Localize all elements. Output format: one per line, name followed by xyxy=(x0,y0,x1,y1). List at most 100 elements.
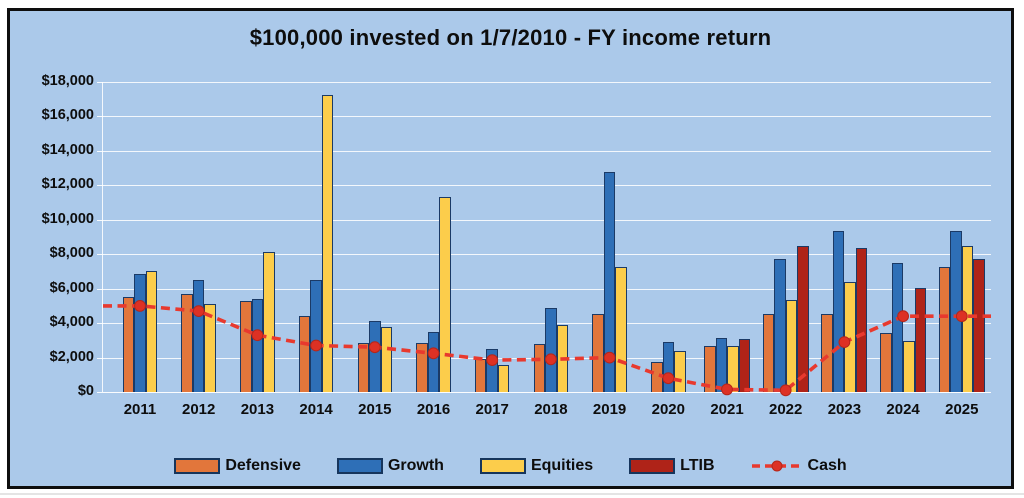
bar-ltib-2022 xyxy=(797,245,809,392)
y-axis-tick xyxy=(97,254,103,256)
bar-equities-2021 xyxy=(727,346,739,392)
bar-defensive-2022 xyxy=(762,313,775,392)
legend-item-growth: Growth xyxy=(336,457,444,475)
chart-title: $100,000 invested on 1/7/2010 - FY incom… xyxy=(249,25,772,50)
bar-defensive-2021 xyxy=(704,345,716,392)
bar-growth-2020 xyxy=(662,342,675,392)
legend-label-cash: Cash xyxy=(807,457,847,474)
gridline xyxy=(103,219,991,221)
bar-growth-2011 xyxy=(134,274,146,392)
bar-growth-2017 xyxy=(486,348,498,392)
gridline xyxy=(103,185,991,187)
x-axis-label: 2011 xyxy=(123,401,157,418)
legend-item-defensive: Defensive xyxy=(174,457,301,475)
cash-marker-2020 xyxy=(662,372,675,385)
y-axis-label: $16,000 xyxy=(41,107,94,124)
bar-growth-2024 xyxy=(891,262,904,392)
x-axis-label: 2020 xyxy=(651,401,685,418)
cash-marker-2024 xyxy=(897,310,909,323)
bar-ltib-2021 xyxy=(738,339,750,392)
bar-defensive-2015 xyxy=(357,342,370,392)
y-axis-label: $0 xyxy=(77,383,94,399)
y-axis-tick xyxy=(97,392,103,393)
y-axis-label: $12,000 xyxy=(41,176,94,193)
bar-ltib-2025 xyxy=(973,258,985,392)
cash-marker-2025 xyxy=(955,310,968,323)
legend-swatch-equities xyxy=(479,458,526,474)
legend-label-ltib: LTIB xyxy=(680,457,715,474)
y-axis-label: $14,000 xyxy=(41,141,94,158)
cash-marker-2013 xyxy=(251,329,264,342)
x-axis-label: 2012 xyxy=(182,401,216,418)
cash-marker-2018 xyxy=(545,353,557,366)
x-axis-label: 2022 xyxy=(769,401,803,418)
bar-defensive-2011 xyxy=(122,297,135,392)
cash-marker-2021 xyxy=(721,383,733,396)
legend-item-ltib: LTIB xyxy=(629,457,715,475)
y-axis-tick xyxy=(97,82,103,83)
bar-equities-2022 xyxy=(785,299,798,392)
bar-equities-2013 xyxy=(263,251,275,392)
cash-marker-2015 xyxy=(368,341,381,354)
x-axis-label: 2014 xyxy=(299,401,333,418)
x-axis-label: 2016 xyxy=(416,401,451,418)
gridline xyxy=(103,150,991,152)
gridline xyxy=(103,254,991,256)
bar-equities-2016 xyxy=(439,197,451,392)
bar-equities-2024 xyxy=(903,341,915,392)
cash-marker-2014 xyxy=(310,339,323,352)
bar-ltib-2024 xyxy=(914,287,927,392)
x-axis-label: 2018 xyxy=(534,401,568,418)
gridline xyxy=(103,116,991,118)
legend-item-equities: Equities xyxy=(479,457,594,475)
bar-growth-2015 xyxy=(369,320,381,392)
bar-growth-2021 xyxy=(715,337,727,392)
bar-defensive-2025 xyxy=(938,267,951,392)
x-axis-label: 2023 xyxy=(827,401,862,418)
bar-growth-2016 xyxy=(427,331,440,392)
cash-line-layer xyxy=(103,300,991,397)
bar-growth-2012 xyxy=(192,280,205,392)
bar-defensive-2019 xyxy=(592,313,604,392)
x-axis-label: 2019 xyxy=(592,401,627,418)
bar-defensive-2012 xyxy=(181,293,193,392)
x-axis-label: 2017 xyxy=(475,401,509,418)
legend-item-cash: Cash xyxy=(751,457,847,475)
bar-equities-2020 xyxy=(674,350,686,392)
y-axis-label: $10,000 xyxy=(41,210,94,227)
x-axis-label: 2015 xyxy=(358,401,392,418)
bar-defensive-2013 xyxy=(240,300,252,392)
y-axis-tick xyxy=(97,288,103,290)
cash-marker-2022 xyxy=(779,384,792,397)
gridline xyxy=(103,392,991,393)
plot-area xyxy=(97,82,991,397)
y-axis-label: $4,000 xyxy=(49,314,94,331)
y-axis-label: $18,000 xyxy=(41,73,94,89)
cash-marker-2016 xyxy=(427,347,440,360)
cash-marker-2017 xyxy=(486,354,499,367)
y-axis-tick xyxy=(97,116,103,118)
bar-growth-2023 xyxy=(832,230,845,392)
bar-equities-2019 xyxy=(615,267,627,392)
bar-growth-2014 xyxy=(310,280,322,392)
y-axis-tick xyxy=(97,357,103,359)
cash-marker-2011 xyxy=(134,300,146,312)
legend-swatch-defensive xyxy=(174,458,221,474)
cash-marker-2019 xyxy=(603,351,616,364)
bar-equities-2015 xyxy=(380,326,393,392)
legend-label-defensive: Defensive xyxy=(225,457,301,474)
cash-line xyxy=(103,304,991,393)
bar-ltib-2023 xyxy=(855,248,868,392)
chart-legend: Defensive Growth Equities LTIB Cash xyxy=(10,457,1011,475)
legend-label-equities: Equities xyxy=(530,457,594,474)
legend-cash-line-icon xyxy=(751,460,802,472)
cash-marker-2012 xyxy=(192,305,205,318)
bar-defensive-2018 xyxy=(533,343,546,392)
y-axis-label: $6,000 xyxy=(49,279,94,296)
x-axis-label: 2013 xyxy=(240,401,275,418)
chart-frame: $100,000 invested on 1/7/2010 - FY incom… xyxy=(7,8,1014,489)
y-axis-label: $2,000 xyxy=(49,348,94,365)
bar-growth-2018 xyxy=(545,308,557,392)
y-axis-tick xyxy=(97,219,103,221)
x-axis-label: 2021 xyxy=(710,401,744,418)
